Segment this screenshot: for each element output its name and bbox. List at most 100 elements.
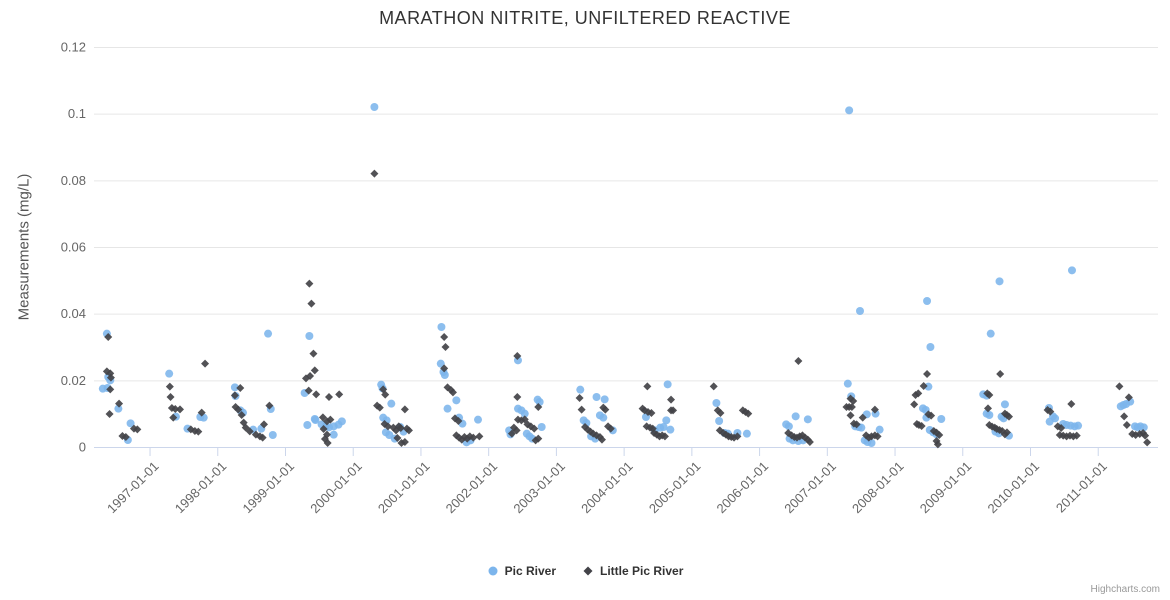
data-point-pic-river[interactable] <box>986 329 995 338</box>
data-point-little-pic-river[interactable] <box>197 408 206 417</box>
data-point-little-pic-river[interactable] <box>1115 382 1124 391</box>
data-point-pic-river[interactable] <box>520 409 529 418</box>
data-point-little-pic-river[interactable] <box>575 394 584 402</box>
data-point-pic-river[interactable] <box>742 429 751 438</box>
data-point-little-pic-river[interactable] <box>318 413 327 422</box>
data-point-little-pic-river[interactable] <box>400 438 409 446</box>
data-point-pic-river[interactable] <box>165 369 174 378</box>
data-point-little-pic-river[interactable] <box>606 424 615 433</box>
data-point-little-pic-river[interactable] <box>194 427 203 436</box>
data-point-little-pic-river[interactable] <box>858 413 867 422</box>
data-point-little-pic-river[interactable] <box>597 435 606 444</box>
data-point-little-pic-river[interactable] <box>530 424 539 433</box>
data-point-little-pic-river[interactable] <box>1057 424 1066 432</box>
data-point-little-pic-river[interactable] <box>1046 407 1055 416</box>
data-point-pic-river[interactable] <box>712 399 721 407</box>
data-point-pic-river[interactable] <box>843 379 852 388</box>
data-point-pic-river[interactable] <box>303 421 312 429</box>
data-point-little-pic-river[interactable] <box>984 404 993 413</box>
data-point-little-pic-river[interactable] <box>322 430 331 439</box>
data-point-little-pic-river[interactable] <box>513 352 522 360</box>
data-point-pic-river[interactable] <box>1000 400 1009 409</box>
data-point-pic-river[interactable] <box>599 413 608 422</box>
data-point-pic-river[interactable] <box>663 380 672 389</box>
data-point-little-pic-river[interactable] <box>335 390 344 399</box>
data-point-little-pic-river[interactable] <box>323 439 332 447</box>
data-point-pic-river[interactable] <box>985 411 994 419</box>
data-point-pic-river[interactable] <box>600 395 609 404</box>
data-point-little-pic-river[interactable] <box>1004 412 1013 421</box>
data-point-pic-river[interactable] <box>576 385 585 394</box>
data-point-pic-river[interactable] <box>1067 266 1076 275</box>
data-point-pic-river[interactable] <box>436 359 445 368</box>
data-point-pic-river[interactable] <box>659 423 668 431</box>
data-point-pic-river[interactable] <box>311 416 320 424</box>
data-point-pic-river[interactable] <box>114 404 123 413</box>
data-point-little-pic-river[interactable] <box>400 405 409 414</box>
data-point-little-pic-river[interactable] <box>105 410 114 418</box>
data-point-little-pic-river[interactable] <box>919 382 928 390</box>
data-point-little-pic-river[interactable] <box>171 405 180 413</box>
data-point-pic-river[interactable] <box>875 425 884 434</box>
data-point-pic-river[interactable] <box>264 329 273 338</box>
data-point-pic-river[interactable] <box>437 323 446 331</box>
data-point-little-pic-river[interactable] <box>115 399 124 408</box>
data-point-little-pic-river[interactable] <box>1120 412 1129 421</box>
data-point-little-pic-river[interactable] <box>307 299 316 308</box>
data-point-little-pic-river[interactable] <box>475 432 484 441</box>
data-point-little-pic-river[interactable] <box>794 357 803 365</box>
data-point-little-pic-river[interactable] <box>846 411 855 420</box>
data-point-little-pic-river[interactable] <box>245 427 254 436</box>
data-point-pic-river[interactable] <box>1074 421 1083 430</box>
data-point-little-pic-river[interactable] <box>383 422 392 431</box>
data-point-pic-river[interactable] <box>443 404 452 413</box>
data-point-little-pic-river[interactable] <box>1067 400 1076 408</box>
data-point-little-pic-river[interactable] <box>643 382 652 391</box>
data-point-little-pic-river[interactable] <box>534 434 543 443</box>
data-point-pic-river[interactable] <box>937 415 946 423</box>
highcharts-credits-link[interactable]: Highcharts.com <box>1090 584 1160 595</box>
data-point-little-pic-river[interactable] <box>1124 393 1133 402</box>
data-point-pic-river[interactable] <box>923 297 932 305</box>
data-point-pic-river[interactable] <box>452 396 461 405</box>
data-point-little-pic-river[interactable] <box>440 333 449 341</box>
data-point-pic-river[interactable] <box>926 343 935 351</box>
data-point-pic-river[interactable] <box>337 417 346 426</box>
data-point-little-pic-river[interactable] <box>660 432 669 441</box>
data-point-little-pic-river[interactable] <box>104 333 113 341</box>
data-point-little-pic-river[interactable] <box>258 433 267 442</box>
data-point-little-pic-river[interactable] <box>234 405 243 414</box>
data-point-little-pic-river[interactable] <box>259 420 268 429</box>
data-point-little-pic-river[interactable] <box>166 393 175 401</box>
data-point-little-pic-river[interactable] <box>469 433 478 442</box>
data-point-pic-river[interactable] <box>126 419 135 428</box>
data-point-little-pic-river[interactable] <box>396 424 405 432</box>
data-point-pic-river[interactable] <box>268 431 277 439</box>
data-point-little-pic-river[interactable] <box>375 403 384 412</box>
data-point-little-pic-river[interactable] <box>441 343 450 351</box>
data-point-pic-river[interactable] <box>784 422 793 431</box>
data-point-little-pic-river[interactable] <box>1122 421 1131 429</box>
data-point-pic-river[interactable] <box>867 439 876 447</box>
data-point-little-pic-river[interactable] <box>933 440 942 449</box>
data-point-little-pic-river[interactable] <box>923 370 932 378</box>
data-point-little-pic-river[interactable] <box>265 401 274 410</box>
data-point-pic-river[interactable] <box>857 423 866 432</box>
data-point-pic-river[interactable] <box>440 371 449 379</box>
data-point-little-pic-river[interactable] <box>309 349 318 358</box>
legend-item-little-pic-river[interactable]: Little Pic River <box>582 564 683 578</box>
data-point-pic-river[interactable] <box>845 106 854 115</box>
data-point-little-pic-river[interactable] <box>805 438 814 446</box>
data-point-little-pic-river[interactable] <box>849 397 858 405</box>
data-point-little-pic-river[interactable] <box>910 400 919 409</box>
legend-item-pic-river[interactable]: Pic River <box>487 564 556 578</box>
data-point-pic-river[interactable] <box>329 430 338 439</box>
data-point-pic-river[interactable] <box>924 382 933 391</box>
data-point-pic-river[interactable] <box>370 103 379 111</box>
data-point-little-pic-river[interactable] <box>914 389 923 398</box>
data-point-little-pic-river[interactable] <box>852 420 861 429</box>
data-point-pic-river[interactable] <box>855 307 864 315</box>
data-point-little-pic-river[interactable] <box>847 403 856 411</box>
data-point-little-pic-river[interactable] <box>669 406 678 415</box>
data-point-little-pic-river[interactable] <box>733 432 742 441</box>
